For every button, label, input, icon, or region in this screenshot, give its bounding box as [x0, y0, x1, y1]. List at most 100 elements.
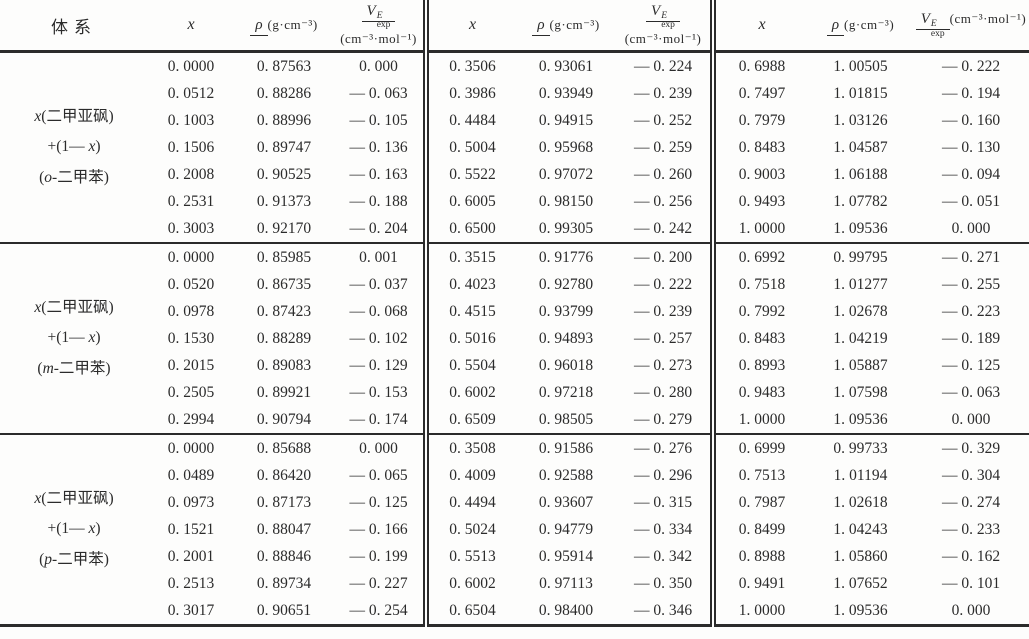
cell-x: 0. 0000 — [148, 242, 234, 271]
cell-x: 0. 2513 — [167, 574, 215, 592]
cell-rho: 0. 85985 — [234, 242, 334, 271]
cell-rho: 1. 03126 — [833, 111, 888, 129]
cell-vexp: — 0. 129 — [349, 356, 408, 374]
cell-vexp: — 0. 252 — [633, 111, 693, 129]
cell-vexp: — 0. 242 — [633, 219, 693, 237]
cell-rho: 0. 93799 — [538, 302, 594, 320]
cell-x: 0. 0520 — [167, 275, 215, 293]
cell-vexp: — 0. 233 — [941, 520, 1001, 538]
cell-x: 0. 1530 — [167, 329, 215, 347]
cell-x: 0. 7992 — [710, 298, 808, 325]
cell-x: 1. 0000 — [710, 215, 808, 243]
table-row: x(二甲亚砜) +(1— x) (m-二甲苯) 0. 0000 0. 85985 0. 0… — [0, 242, 1029, 434]
table-row: 0. 0520 0. 86735 — 0. 037 0. 4023 0. 92780 — … — [0, 271, 1029, 298]
table-row: 0. 0973 0. 87173 — 0. 125 0. 4494 0. 93607 — … — [0, 489, 1029, 516]
cell-rho: 0. 95968 — [538, 138, 594, 156]
cell-rho: 0. 93061 — [538, 57, 594, 75]
cell-vexp: — 0. 163 — [349, 165, 408, 183]
cell-vexp: — 0. 329 — [913, 433, 1029, 462]
col-header-rho: ρ (g·cm⁻³) — [234, 0, 334, 53]
cell-x: 0. 6504 — [423, 597, 516, 626]
cell-x: 0. 8483 — [710, 325, 808, 352]
cell-x: 0. 2001 — [167, 547, 215, 565]
cell-rho: 0. 93607 — [538, 493, 594, 511]
system-label: x(二甲亚砜) +(1— x) (m-二甲苯) — [0, 242, 148, 434]
cell-x: 0. 4009 — [423, 462, 516, 489]
cell-x: 0. 8988 — [710, 543, 808, 570]
cell-x: 0. 6500 — [423, 215, 516, 243]
cell-x: 0. 5522 — [423, 161, 516, 188]
col-header-x: x — [148, 0, 234, 53]
cell-rho: 0. 91373 — [256, 192, 312, 210]
cell-vexp: 0. 000 — [334, 433, 426, 462]
cell-vexp: — 0. 227 — [349, 574, 408, 592]
cell-vexp: — 0. 224 — [633, 57, 693, 75]
cell-vexp: — 0. 239 — [633, 302, 693, 320]
cell-rho: 1. 04243 — [833, 520, 888, 538]
table-row: 0. 3003 0. 92170 — 0. 204 0. 6500 0. 99305 — … — [0, 215, 1029, 243]
cell-vexp: 0. 000 — [951, 410, 991, 428]
cell-rho: 1. 04587 — [833, 138, 888, 156]
cell-vexp: — 0. 136 — [349, 138, 408, 156]
table-row: 0. 1530 0. 88289 — 0. 102 0. 5016 0. 94893 — … — [0, 325, 1029, 352]
cell-vexp: — 0. 160 — [941, 111, 1001, 129]
cell-rho: 1. 09536 — [833, 601, 888, 619]
cell-x: 0. 4484 — [423, 107, 516, 134]
cell-x: 0. 1506 — [167, 138, 215, 156]
cell-vexp: 0. 000 — [951, 601, 991, 619]
cell-rho: 0. 94915 — [538, 111, 594, 129]
cell-rho: 0. 94893 — [538, 329, 594, 347]
cell-vexp: — 0. 222 — [633, 275, 693, 293]
cell-vexp: — 0. 279 — [633, 410, 693, 428]
cell-rho: 1. 02678 — [833, 302, 888, 320]
cell-rho: 1. 07598 — [833, 383, 888, 401]
cell-x: 0. 5024 — [423, 516, 516, 543]
cell-x: 0. 2008 — [167, 165, 215, 183]
cell-rho: 1. 01815 — [833, 84, 888, 102]
cell-rho: 0. 98505 — [538, 410, 594, 428]
rho-fraction: ρ (g·cm⁻³) — [532, 16, 599, 36]
cell-rho: 0. 89921 — [256, 383, 312, 401]
cell-x: 0. 1003 — [167, 111, 215, 129]
cell-rho: 0. 97218 — [538, 383, 594, 401]
cell-rho: 0. 89083 — [256, 356, 312, 374]
cell-rho: 0. 91586 — [516, 433, 616, 462]
cell-rho: 0. 98400 — [538, 601, 594, 619]
cell-vexp: — 0. 274 — [941, 493, 1001, 511]
table-row: 0. 0512 0. 88286 — 0. 063 0. 3986 0. 93949 — … — [0, 80, 1029, 107]
col-header-rho: ρ (g·cm⁻³) — [808, 0, 913, 53]
system-label-line: (m-二甲苯) — [37, 359, 111, 377]
cell-vexp: — 0. 276 — [616, 433, 713, 462]
cell-x: 0. 2015 — [167, 356, 215, 374]
table-row: x(二甲亚砜) +(1— x) (p-二甲苯) 0. 0000 0. 85688 0. 0… — [0, 433, 1029, 626]
cell-vexp: 0. 001 — [334, 242, 426, 271]
cell-x: 0. 2505 — [167, 383, 215, 401]
cell-rho: 0. 97113 — [539, 574, 593, 592]
system-label-line: +(1— x) — [47, 138, 101, 156]
cell-vexp: — 0. 094 — [941, 165, 1001, 183]
system-label-line: x(二甲亚砜) — [34, 490, 114, 508]
cell-vexp: 0. 000 — [359, 57, 398, 75]
cell-x: 0. 5016 — [423, 325, 516, 352]
cell-x: 0. 3003 — [167, 219, 215, 237]
cell-rho: 0. 94779 — [538, 520, 594, 538]
cell-x: 0. 7518 — [710, 271, 808, 298]
cell-x: 0. 0973 — [167, 493, 215, 511]
cell-x: 0. 9491 — [710, 570, 808, 597]
cell-vexp: — 0. 063 — [941, 383, 1001, 401]
system-label-line: +(1— x) — [47, 520, 101, 538]
cell-vexp: — 0. 223 — [941, 302, 1001, 320]
cell-rho: 0. 91776 — [516, 242, 616, 271]
system-label-line: x(二甲亚砜) — [34, 299, 114, 317]
cell-x: 0. 2531 — [167, 192, 215, 210]
cell-rho: 0. 96018 — [538, 356, 594, 374]
cell-rho: 1. 09536 — [833, 219, 888, 237]
cell-vexp: — 0. 315 — [633, 493, 693, 511]
cell-rho: 0. 98150 — [538, 192, 594, 210]
cell-x: 0. 9493 — [710, 188, 808, 215]
cell-x: 0. 9483 — [710, 379, 808, 406]
cell-vexp: — 0. 204 — [349, 219, 408, 237]
